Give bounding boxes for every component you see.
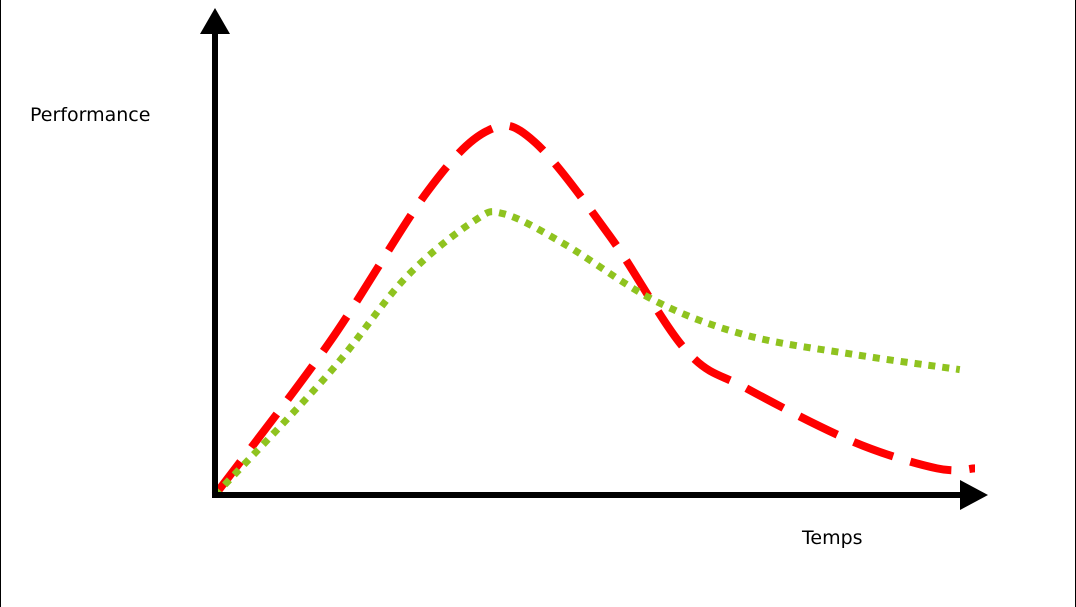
series-line-green-dotted — [212, 208, 961, 498]
y-axis-arrowhead — [200, 8, 230, 34]
y-axis-label: Performance — [30, 104, 150, 126]
x-axis-label: Temps — [801, 527, 863, 549]
series-layer — [211, 121, 976, 498]
x-axis-arrowhead — [960, 480, 988, 510]
series-line-red-dashed — [211, 121, 976, 498]
axes — [200, 8, 988, 510]
